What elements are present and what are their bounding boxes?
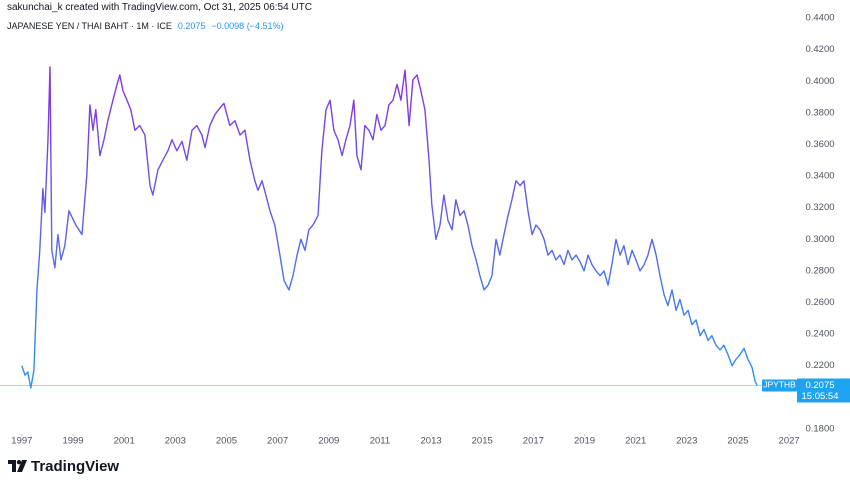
symbol-badge [762,379,797,392]
x-tick-label: 2007 [267,436,288,447]
x-tick-label: 2005 [216,436,237,447]
y-tick-label: 0.2400 [805,329,834,340]
last-value: 0.2075 [177,21,206,31]
y-tick-label: 0.3800 [805,107,834,118]
logo [8,460,27,472]
x-tick-label: 2021 [625,436,646,447]
x-tick-label: 2015 [472,436,493,447]
y-tick-label: 0.3000 [805,234,834,245]
y-tick-label: 0.3600 [805,139,834,150]
change: −0.0098 (−4.51%) [211,21,284,31]
x-tick-label: 2019 [574,436,595,447]
y-tick-label: 0.4000 [805,76,834,87]
x-tick-label: 2013 [421,436,442,447]
x-tick-label: 2009 [318,436,339,447]
x-tick-label: 2017 [523,436,544,447]
price-line [21,66,758,389]
symbol-title: JAPANESE YEN / THAI BAHT · 1M · ICE [7,21,172,31]
y-tick-label: 0.2600 [805,297,834,308]
price-badge [797,378,850,403]
x-tick-label: 2011 [370,436,390,447]
credit: sakunchai_k created with TradingView.com… [7,2,312,13]
countdown-label: 15:05:54 [802,391,839,402]
y-tick-label: 0.4200 [805,44,834,55]
symbol-label: JPYTHB [763,380,796,390]
y-tick-label: 0.2800 [805,265,834,276]
x-tick-label: 2025 [727,436,748,447]
y-tick-label: 0.3200 [805,202,834,213]
y-tick-label: 0.1800 [805,423,834,434]
x-tick-label: 2001 [114,436,135,447]
y-tick-label: 0.4400 [805,13,834,24]
y-tick-label: 0.2200 [805,360,834,371]
x-tick-label: 2003 [165,436,186,447]
y-tick-label: 0.3400 [805,171,834,182]
last-price-label: 0.2075 [805,380,834,391]
x-tick-label: 2023 [676,436,697,447]
x-tick-label: 1997 [11,436,32,447]
x-tick-label: 1999 [62,436,83,447]
branding: TradingView [31,458,119,475]
legend: JAPANESE YEN / THAI BAHT · 1M · ICE 0.20… [7,21,283,31]
x-tick-label: 2027 [779,436,800,447]
